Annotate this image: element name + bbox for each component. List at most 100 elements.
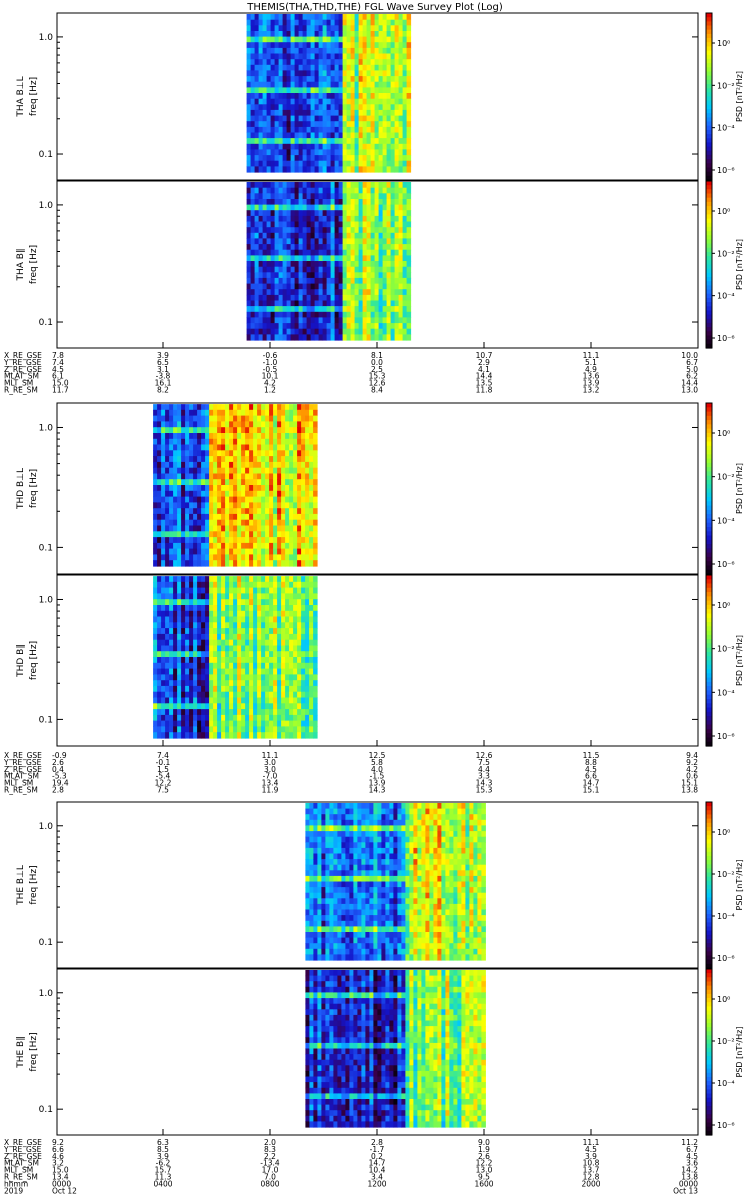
spectrogram-cell <box>398 42 404 49</box>
spectrogram-cell <box>278 31 284 38</box>
spectrogram-cell <box>265 726 270 733</box>
spectrogram-cell <box>165 685 170 693</box>
spectrogram-cell <box>173 697 178 704</box>
spectrogram-cell <box>402 272 408 279</box>
spectrogram-cell <box>345 948 350 955</box>
spectrogram-cell <box>193 697 198 704</box>
spectrogram-cell <box>290 221 296 228</box>
spectrogram-cell <box>334 311 340 318</box>
spectrogram-cell <box>298 238 304 245</box>
spectrogram-cell <box>313 732 318 739</box>
spectrogram-cell <box>305 645 310 652</box>
spectrogram-cell <box>370 98 376 105</box>
spectrogram-cell <box>370 81 376 88</box>
spectrogram-cell <box>266 143 272 150</box>
spectrogram-cell <box>366 59 372 66</box>
spectrogram-cell <box>205 599 210 606</box>
spectrogram-cell <box>229 473 234 480</box>
spectrogram-cell <box>309 825 314 832</box>
spectrogram-cell <box>201 628 206 635</box>
spectrogram-cell <box>201 479 206 486</box>
spectrogram-cell <box>273 703 278 710</box>
spectrogram-cell <box>205 537 210 544</box>
spectrogram-cell <box>374 311 380 318</box>
spectrogram-cell <box>370 36 376 43</box>
spectrogram-cell <box>358 294 364 302</box>
spectrogram-cell <box>390 36 396 43</box>
spectrogram-cell <box>386 187 392 194</box>
spectrogram-cell <box>382 53 388 60</box>
spectrogram-cell <box>358 193 364 200</box>
spectrogram-cell <box>250 306 256 313</box>
spectrogram-cell <box>213 548 218 555</box>
spectrogram-cell <box>326 104 332 111</box>
spectrogram-cell <box>353 903 358 911</box>
spectrogram-cell <box>305 554 310 561</box>
spectrogram-cell <box>221 456 226 463</box>
spectrogram-cell <box>398 155 404 162</box>
spectrogram-cell <box>338 81 344 88</box>
spectrogram-cell <box>341 915 346 922</box>
spectrogram-cell <box>333 808 338 815</box>
spectrogram-cell <box>378 187 384 194</box>
spectrogram-cell <box>298 221 304 228</box>
spectrogram-cell <box>297 732 302 739</box>
spectrogram-cell <box>241 599 246 606</box>
spectrogram-cell <box>289 473 294 480</box>
spectrogram-cell <box>294 277 300 285</box>
spectrogram-cell <box>161 438 166 446</box>
spectrogram-cell <box>330 193 336 200</box>
spectrogram-cell <box>281 427 286 434</box>
spectrogram-cell <box>261 467 266 475</box>
spectrogram-cell <box>398 109 404 117</box>
spectrogram-cell <box>285 467 290 475</box>
spectrogram-cell <box>325 920 330 927</box>
spectrogram-cell <box>257 628 262 635</box>
spectrogram-cell <box>165 714 170 722</box>
spectrogram-cell <box>241 473 246 480</box>
spectrogram-cell <box>249 709 254 716</box>
spectrogram-cell <box>221 450 226 457</box>
spectrogram-cell <box>169 479 174 486</box>
spectrogram-cell <box>253 593 258 600</box>
spectrogram-cell <box>357 847 362 855</box>
spectrogram-cell <box>334 221 340 228</box>
spectrogram-cell <box>402 59 408 66</box>
spectrogram-cell <box>293 508 298 515</box>
spectrogram-cell <box>289 548 294 555</box>
spectrogram-cell <box>282 323 288 330</box>
spectrogram-cell <box>278 138 284 145</box>
spectrogram-cell <box>221 587 226 594</box>
spectrogram-cell <box>217 628 222 635</box>
spectrogram-cell <box>249 714 254 722</box>
spectrogram-cell <box>342 104 348 111</box>
spectrogram-cell <box>398 266 404 273</box>
spectrogram-cell <box>185 639 190 647</box>
spectrogram-cell <box>278 221 284 228</box>
spectrogram-cell <box>269 456 274 463</box>
spectrogram-cell <box>342 98 348 105</box>
spectrogram-cell <box>402 76 408 83</box>
spectrogram-cell <box>362 42 368 49</box>
spectrogram-cell <box>406 109 412 117</box>
spectrogram-cell <box>330 277 336 285</box>
spectrogram-cell <box>261 542 266 550</box>
spectrogram-cell <box>309 680 314 687</box>
spectrogram-cell <box>325 847 330 855</box>
spectrogram-cell <box>250 249 256 256</box>
spectrogram-cell <box>354 311 360 318</box>
spectrogram-cell <box>286 199 292 206</box>
spectrogram-cell <box>258 187 264 194</box>
spectrogram-cell <box>273 473 278 480</box>
spectrogram-cell <box>350 193 356 200</box>
spectrogram-cell <box>189 697 194 704</box>
spectrogram-cell <box>269 680 274 687</box>
spectrogram-cell <box>294 87 300 94</box>
spectrogram-cell <box>322 19 328 26</box>
spectrogram-cell <box>185 490 190 498</box>
spectrogram-cell <box>309 554 314 561</box>
spectrogram-cell <box>342 266 348 273</box>
spectrogram-cell <box>353 920 358 927</box>
spectrogram-cell <box>342 261 348 268</box>
spectrogram-cell <box>209 537 214 544</box>
